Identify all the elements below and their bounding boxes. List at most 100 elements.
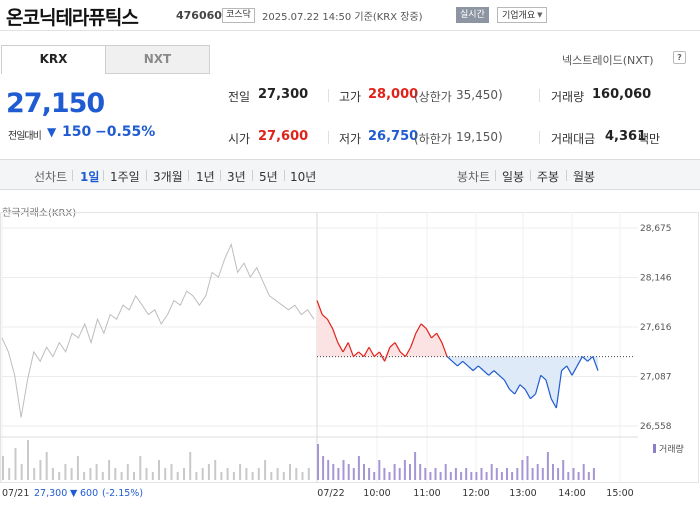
volume-legend-label: 거래량 [659,443,684,455]
trade-value-label: 거래대금 [551,132,596,146]
divider [72,170,73,181]
volume-bar [368,468,371,480]
prev-day-label: 전일대비 [8,131,42,142]
today-line-segment [498,374,505,381]
company-info-dropdown[interactable]: 기업개요 ▼ [497,7,547,23]
volume-bar [582,464,585,480]
volume-bar [572,468,575,480]
volume-bar [176,472,179,480]
period-10y[interactable]: 10년 [290,170,317,184]
volume-bar [552,464,554,480]
chart-source-label: 한국거래소(KRX) [2,208,77,219]
volume-bar [475,472,478,480]
volume-bar [2,456,4,480]
footer-pct: (-2.15%) [102,488,143,499]
volume-bar [270,472,273,480]
today-line-segment [451,360,458,367]
volume-bar [337,468,340,480]
company-info-label: 기업개요 [502,11,536,21]
today-line-segment [540,374,547,381]
low-value: 26,750 [368,129,419,144]
stock-code: 476060 [176,9,222,22]
volume-bar [557,468,560,480]
period-5y[interactable]: 5년 [259,170,278,184]
y-tick-label: 28,675 [640,224,672,234]
period-1w[interactable]: 1주일 [110,170,140,184]
period-3y[interactable]: 3년 [227,170,246,184]
volume-bar [587,472,590,480]
today-line-segment [509,388,516,395]
volume-bar [419,464,422,480]
today-line-segment [368,346,375,357]
footer-close: 27,300 [34,488,67,499]
y-tick-label: 27,616 [640,323,672,333]
today-line-segment [353,351,360,358]
open-value: 27,600 [258,129,309,144]
volume-bar [383,468,386,480]
period-1d[interactable]: 1일 [80,170,100,184]
chart-toolbar: 선차트 1일 1주일 3개월 1년 3년 5년 10년 봉차트 일봉 주봉 월봉 [0,159,700,190]
realtime-button[interactable]: 실시간 [456,7,489,23]
today-line-segment [493,370,500,376]
low-label: 저가 [339,132,362,146]
today-line-segment [446,356,453,362]
volume-bar [511,472,514,480]
volume-bar [207,464,210,480]
volume-bar [20,464,23,480]
volume-bar [363,464,365,480]
today-line-segment [399,351,406,358]
divider [530,170,531,181]
x-tick-label: 13:00 [509,488,536,499]
today-line-segment [316,300,323,315]
today-line-segment [488,370,495,376]
volume-bar [378,460,381,480]
divider [566,170,567,181]
volume-bar [257,468,260,480]
today-line-segment [534,375,542,395]
today-line-segment [404,346,412,357]
volume-bar [531,468,534,480]
tab-nxt[interactable]: NXT [105,45,210,74]
candle-weekly[interactable]: 주봉 [537,170,560,184]
candle-monthly[interactable]: 월봉 [573,170,596,184]
candle-daily[interactable]: 일봉 [502,170,525,184]
volume-bar [295,468,298,480]
today-line-segment [477,365,484,372]
volume-bar [506,468,508,480]
help-icon[interactable]: ? [673,51,686,64]
volume-bar [276,468,279,480]
x-tick-label: 07/22 [317,488,344,499]
divider [328,89,329,102]
volume-bar [429,472,432,480]
today-line-segment [389,342,396,348]
x-tick-label: 11:00 [413,488,440,499]
today-line-segment [420,323,427,329]
volume-bar [70,468,73,480]
volume-label: 거래량 [551,90,585,104]
y-tick-label: 27,087 [640,373,672,383]
volume-bar [546,452,549,480]
period-1y[interactable]: 1년 [196,170,215,184]
period-3m[interactable]: 3개월 [153,170,183,184]
volume-bar [541,468,544,480]
volume-bar [189,452,192,480]
footer-change: 600 [80,488,98,499]
volume-bar [577,472,580,480]
nextrade-link[interactable]: 넥스트레이드(NXT) [562,54,654,67]
volume-legend-swatch [653,444,656,453]
open-label: 시가 [228,132,251,146]
y-axis: 28,675 28,146 27,616 27,087 26,558 [640,224,672,432]
volume-bar [480,468,483,480]
volume-bar [327,460,330,480]
today-line-segment [472,365,479,372]
x-tick-label: 15:00 [606,488,633,499]
today-line-segment [576,356,583,367]
today-line-segment [347,342,354,357]
volume-bar [151,472,154,480]
lower-limit-value: 19,150) [456,130,503,144]
volume-bar [164,468,167,480]
volume-bar [301,472,304,480]
volume-bar [393,464,396,480]
volume-bar [373,472,376,480]
